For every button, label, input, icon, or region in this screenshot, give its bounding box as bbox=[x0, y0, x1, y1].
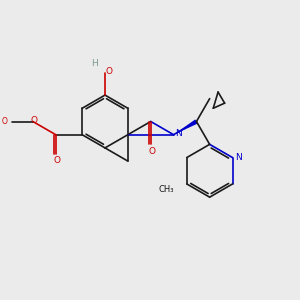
Text: O: O bbox=[54, 156, 61, 165]
Text: N: N bbox=[176, 129, 182, 138]
Text: O: O bbox=[106, 67, 113, 76]
Text: O: O bbox=[149, 147, 156, 156]
Polygon shape bbox=[174, 119, 198, 135]
Text: H: H bbox=[91, 59, 98, 68]
Text: CH₃: CH₃ bbox=[158, 185, 173, 194]
Text: N: N bbox=[235, 153, 242, 162]
Text: O: O bbox=[31, 116, 38, 124]
Text: O: O bbox=[1, 117, 7, 126]
